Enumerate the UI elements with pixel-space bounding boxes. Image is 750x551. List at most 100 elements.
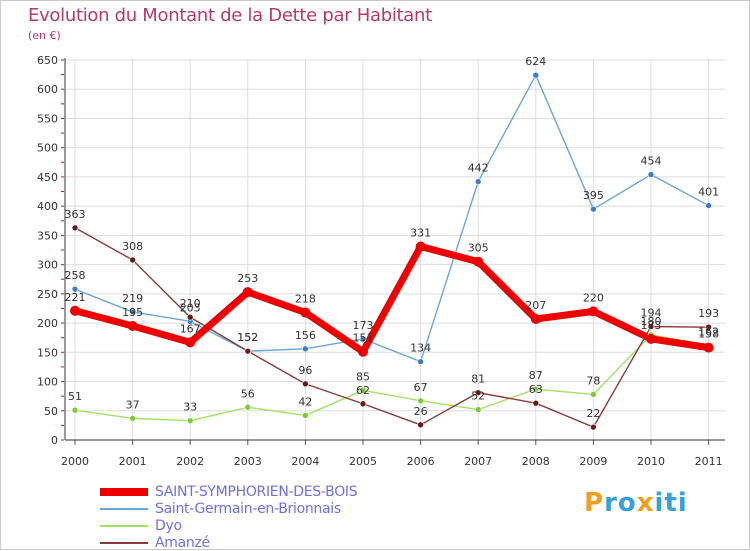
data-point — [244, 347, 252, 355]
data-point — [186, 417, 194, 425]
data-label: 63 — [529, 383, 543, 396]
chart-unit: (en €) — [28, 29, 61, 42]
data-label: 62 — [356, 384, 370, 397]
y-tick-label: 500 — [37, 142, 58, 155]
data-label: 96 — [298, 364, 312, 377]
data-label: 167 — [180, 322, 201, 335]
legend-swatch — [100, 542, 148, 544]
data-point — [300, 307, 311, 318]
legend-item: Dyo — [100, 518, 440, 534]
data-point — [302, 345, 309, 353]
data-label: 218 — [295, 293, 316, 306]
data-label: 152 — [237, 331, 258, 344]
y-tick-label: 550 — [37, 112, 58, 125]
data-point — [590, 423, 597, 431]
line-chart: 0 50 100 150 200 250 300 350 400 450 500 550 600 650 2… — [37, 54, 725, 468]
data-label: 78 — [586, 374, 600, 387]
data-point — [646, 333, 656, 344]
data-point — [302, 380, 309, 388]
data-label: 193 — [698, 307, 719, 320]
data-label: 305 — [468, 242, 489, 255]
data-label: 162 — [698, 325, 719, 338]
data-point — [417, 421, 424, 429]
y-tick-label: 0 — [51, 434, 58, 447]
legend-label: Saint-Germain-en-Brionnais — [155, 501, 341, 517]
data-point — [647, 323, 655, 330]
data-label: 253 — [237, 272, 258, 285]
data-point — [417, 397, 424, 405]
data-label: 194 — [641, 307, 662, 320]
logo-letter: t — [664, 488, 678, 518]
data-label: 173 — [641, 319, 662, 332]
legend-label: Dyo — [155, 518, 182, 534]
logo-letter: x — [636, 488, 655, 518]
data-point — [474, 178, 482, 185]
x-tick-label: 2007 — [464, 455, 492, 468]
chart-title: Evolution du Montant de la Dette par Hab… — [28, 5, 432, 26]
data-label: 152 — [237, 331, 258, 344]
legend-swatch — [100, 508, 148, 510]
data-point — [359, 335, 367, 343]
data-point — [415, 241, 426, 252]
data-point — [588, 306, 599, 317]
y-tick-label: 650 — [37, 54, 58, 67]
data-label: 454 — [641, 155, 662, 168]
data-point — [358, 346, 368, 357]
legend-swatch — [100, 525, 148, 527]
x-tick-label: 2011 — [695, 455, 723, 468]
data-label: 173 — [353, 319, 374, 332]
series-line-0 — [71, 242, 713, 356]
x-tick-label: 2005 — [349, 455, 377, 468]
data-label: 81 — [471, 373, 485, 386]
data-label: 395 — [583, 189, 604, 202]
y-tick-label: 150 — [37, 346, 58, 359]
data-label: 442 — [468, 162, 489, 175]
legend-swatch — [100, 488, 148, 496]
data-label: 221 — [65, 291, 86, 304]
data-label: 22 — [586, 407, 600, 420]
y-tick-label: 300 — [37, 259, 58, 272]
y-tick-label: 250 — [37, 288, 58, 301]
data-label: 401 — [698, 186, 719, 199]
data-label: 363 — [65, 208, 86, 221]
x-tick-label: 2001 — [119, 455, 147, 468]
x-tick-label: 2003 — [234, 455, 262, 468]
data-point — [71, 406, 79, 414]
data-point — [186, 313, 194, 321]
data-point — [474, 406, 482, 413]
data-label: 56 — [241, 387, 255, 400]
y-tick-label: 200 — [37, 317, 58, 330]
data-label: 37 — [126, 398, 140, 411]
data-point — [242, 287, 253, 298]
data-point — [532, 385, 540, 393]
data-point — [530, 313, 541, 324]
data-label: 26 — [414, 405, 428, 418]
legend-label: Amanzé — [155, 535, 210, 551]
data-point — [127, 321, 138, 331]
y-tick-label: 100 — [37, 376, 58, 389]
data-point — [532, 399, 540, 407]
data-label: 158 — [698, 328, 719, 341]
data-point — [705, 323, 712, 331]
legend-item: Amanzé — [100, 535, 440, 551]
data-label: 151 — [353, 332, 374, 345]
series-line-3 — [74, 227, 710, 428]
data-label: 220 — [583, 291, 604, 304]
data-point — [532, 71, 540, 79]
data-point — [129, 256, 136, 264]
data-label: 195 — [122, 306, 143, 319]
data-label: 331 — [410, 226, 431, 239]
logo-letter: P — [584, 488, 605, 518]
series-line-2 — [74, 334, 710, 422]
x-tick-label: 2004 — [291, 455, 319, 468]
data-label: 33 — [183, 401, 197, 414]
data-label: 134 — [410, 342, 431, 355]
y-tick-label: 450 — [37, 171, 58, 184]
logo-letter: r — [604, 488, 618, 518]
data-point — [302, 412, 309, 419]
data-point — [129, 308, 136, 316]
proxiti-logo: Proxiti — [584, 488, 688, 518]
data-point — [417, 358, 424, 365]
data-point — [71, 224, 79, 232]
data-point — [71, 285, 79, 293]
